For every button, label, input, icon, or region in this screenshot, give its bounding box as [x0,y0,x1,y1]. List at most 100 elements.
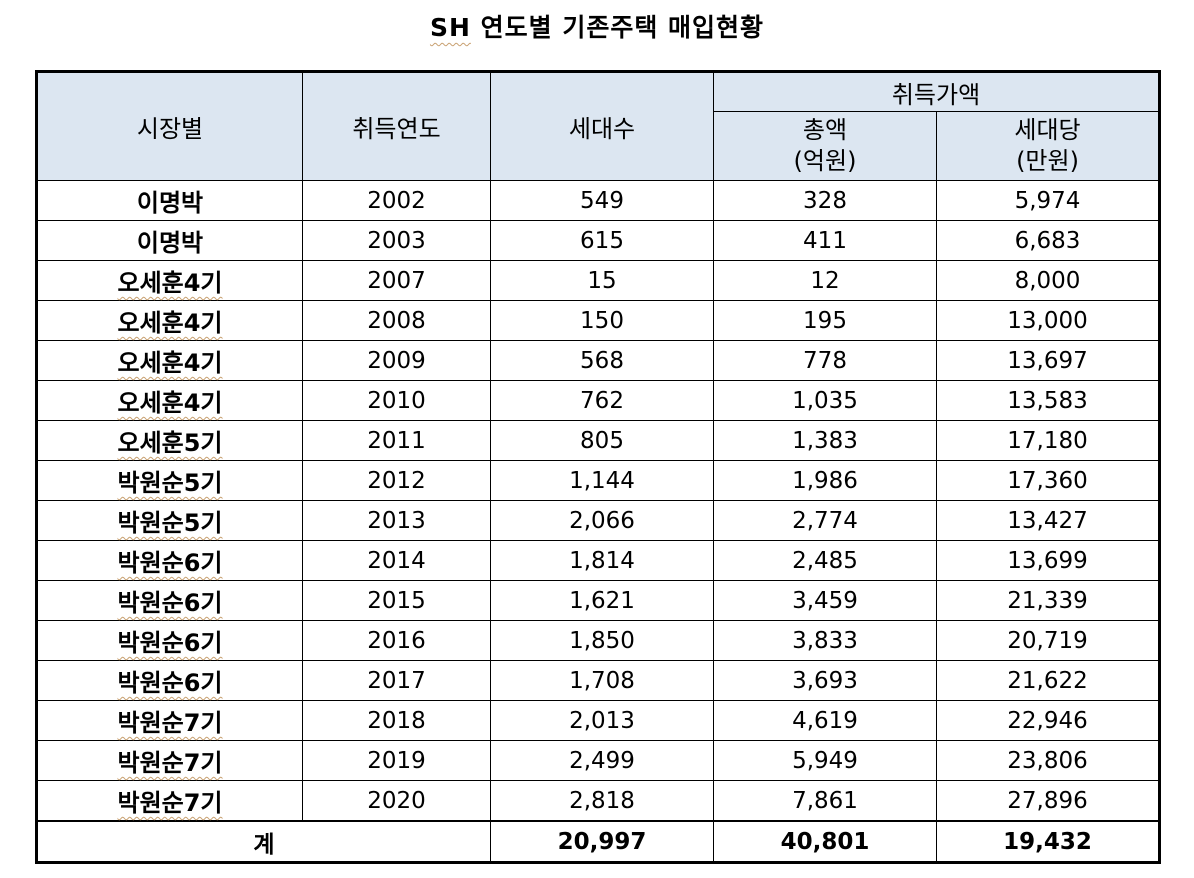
cell-mayor: 박원순6기 [36,580,303,621]
cell-total: 411 [713,220,937,261]
header-total-line2: (억원) [793,147,857,175]
cell-year: 2018 [302,700,491,741]
cell-per-household: 13,699 [935,540,1161,581]
mayor-name: 이명박 [136,189,204,217]
cell-households: 1,621 [490,580,714,621]
cell-total: 3,833 [713,620,937,661]
cell-households: 2,499 [490,740,714,781]
cell-mayor: 오세훈4기 [36,300,303,341]
cell-mayor: 이명박 [36,180,303,221]
table-row: 오세훈5기 2011 805 1,383 17,180 [36,420,1161,461]
cell-per-household: 13,697 [935,340,1161,381]
table-row: 이명박 2003 615 411 6,683 [36,220,1161,261]
cell-total: 12 [713,260,937,301]
header-total-line1: 총액 [802,116,848,144]
cell-households: 2,818 [490,780,714,822]
mayor-name: 오세훈4기 [117,349,223,377]
cell-mayor: 박원순5기 [36,500,303,541]
cell-households: 1,144 [490,460,714,501]
header-acquisition: 취득가액 [712,71,1161,112]
header-households: 세대수 [490,71,714,181]
mayor-name: 박원순7기 [117,749,223,777]
cell-total: 2,485 [713,540,937,581]
cell-mayor: 박원순7기 [36,780,303,822]
title-prefix: SH [429,13,471,42]
cell-total: 1,986 [713,460,937,501]
mayor-name: 박원순6기 [117,669,223,697]
header-total: 총액 (억원) [713,111,937,181]
cell-per-household: 20,719 [935,620,1161,661]
mayor-name: 박원순7기 [117,789,223,817]
cell-year: 2013 [302,500,491,541]
header-mayor: 시장별 [36,71,303,181]
cell-total: 3,459 [713,580,937,621]
cell-mayor: 이명박 [36,220,303,261]
cell-mayor: 박원순5기 [36,460,303,501]
cell-households: 805 [490,420,714,461]
mayor-name: 박원순5기 [117,509,223,537]
cell-year: 2002 [302,180,491,221]
cell-per-household: 13,583 [935,380,1161,421]
total-amount: 40,801 [713,820,937,863]
cell-year: 2003 [302,220,491,261]
cell-per-household: 13,427 [935,500,1161,541]
cell-per-household: 13,000 [935,300,1161,341]
table-row: 오세훈4기 2008 150 195 13,000 [36,300,1161,341]
title-text: 연도별 기존주택 매입현황 [470,13,765,42]
mayor-name: 오세훈5기 [117,429,223,457]
cell-households: 568 [490,340,714,381]
mayor-name: 박원순7기 [117,709,223,737]
cell-mayor: 오세훈4기 [36,340,303,381]
header-per-line1: 세대당 [1014,116,1081,144]
cell-mayor: 박원순7기 [36,700,303,741]
table-row: 박원순7기 2020 2,818 7,861 27,896 [36,780,1161,822]
cell-year: 2007 [302,260,491,301]
cell-year: 2019 [302,740,491,781]
cell-households: 15 [490,260,714,301]
cell-year: 2017 [302,660,491,701]
table-body: 이명박 2002 549 328 5,974 이명박 2003 615 411 6,683 오세훈4… [36,180,1161,822]
cell-households: 1,814 [490,540,714,581]
total-per-household: 19,432 [935,820,1161,863]
cell-total: 1,383 [713,420,937,461]
cell-households: 762 [490,380,714,421]
mayor-name: 박원순5기 [117,469,223,497]
cell-per-household: 23,806 [935,740,1161,781]
table-row: 박원순5기 2013 2,066 2,774 13,427 [36,500,1161,541]
table-row: 오세훈4기 2007 15 12 8,000 [36,260,1161,301]
mayor-name: 박원순6기 [117,629,223,657]
cell-total: 4,619 [713,700,937,741]
table-row: 박원순7기 2019 2,499 5,949 23,806 [36,740,1161,781]
cell-mayor: 박원순7기 [36,740,303,781]
table-row: 박원순6기 2017 1,708 3,693 21,622 [36,660,1161,701]
cell-per-household: 17,360 [935,460,1161,501]
cell-mayor: 박원순6기 [36,540,303,581]
total-label: 계 [36,820,491,863]
cell-mayor: 박원순6기 [36,660,303,701]
cell-per-household: 27,896 [935,780,1161,822]
cell-mayor: 오세훈4기 [36,260,303,301]
cell-year: 2015 [302,580,491,621]
cell-year: 2011 [302,420,491,461]
cell-year: 2009 [302,340,491,381]
table-row: 박원순6기 2014 1,814 2,485 13,699 [36,540,1161,581]
cell-year: 2014 [302,540,491,581]
page-title: SH 연도별 기존주택 매입현황 [0,8,1194,44]
total-row: 계 20,997 40,801 19,432 [36,820,1161,863]
mayor-name: 이명박 [136,229,204,257]
cell-households: 1,708 [490,660,714,701]
cell-total: 195 [713,300,937,341]
cell-mayor: 오세훈4기 [36,380,303,421]
cell-total: 1,035 [713,380,937,421]
cell-year: 2012 [302,460,491,501]
cell-total: 7,861 [713,780,937,822]
table-row: 박원순6기 2016 1,850 3,833 20,719 [36,620,1161,661]
table-row: 박원순6기 2015 1,621 3,459 21,339 [36,580,1161,621]
cell-per-household: 21,622 [935,660,1161,701]
cell-total: 3,693 [713,660,937,701]
cell-total: 2,774 [713,500,937,541]
cell-year: 2016 [302,620,491,661]
cell-households: 549 [490,180,714,221]
cell-total: 5,949 [713,740,937,781]
cell-mayor: 박원순6기 [36,620,303,661]
